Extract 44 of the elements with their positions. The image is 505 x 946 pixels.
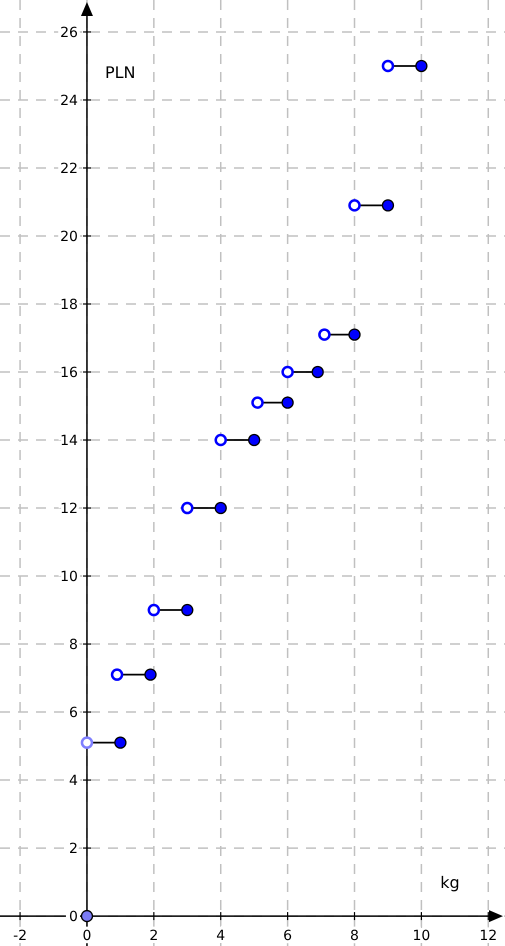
point [251,396,264,409]
point [312,366,324,378]
y-tick-label: 6 [69,705,78,722]
y-axis-title: PLN [104,63,136,82]
point [181,502,194,514]
point [281,366,294,378]
x-tick-label: 12 [479,928,498,944]
point [80,736,94,749]
x-tick-label: 8 [350,928,359,944]
x-tick-label: 6 [283,928,292,944]
y-tick-label: 24 [60,92,78,109]
y-tick-label: 20 [60,228,78,245]
point [114,736,127,749]
y-tick-label: 18 [60,297,78,313]
y-tick-label: 16 [60,365,78,382]
x-tick-label: 4 [216,928,226,944]
x-tick-label: -2 [13,928,28,944]
point [348,328,361,341]
point [144,668,157,681]
point [348,199,361,212]
point [214,502,227,514]
point [318,328,331,341]
y-tick-label: 0 [69,909,78,926]
y-tick-label: 14 [60,433,78,450]
point [181,604,194,616]
y-tick-label: 4 [69,773,78,790]
point [110,668,124,681]
point [148,604,160,616]
point [281,396,294,409]
point [80,910,94,922]
point [415,60,428,72]
y-tick-label: 12 [60,501,78,518]
point [214,434,227,446]
x-tick-label: 10 [412,928,430,944]
y-tick-label: 26 [60,24,78,41]
point [382,199,394,212]
point [382,60,394,72]
x-axis-title: kg [440,873,460,892]
x-tick-label: 2 [149,928,158,944]
y-tick-label: 2 [69,841,78,858]
y-tick-label: 22 [60,160,78,177]
point [248,434,260,446]
y-tick-label: 10 [60,569,78,586]
y-tick-label: 8 [69,637,78,654]
